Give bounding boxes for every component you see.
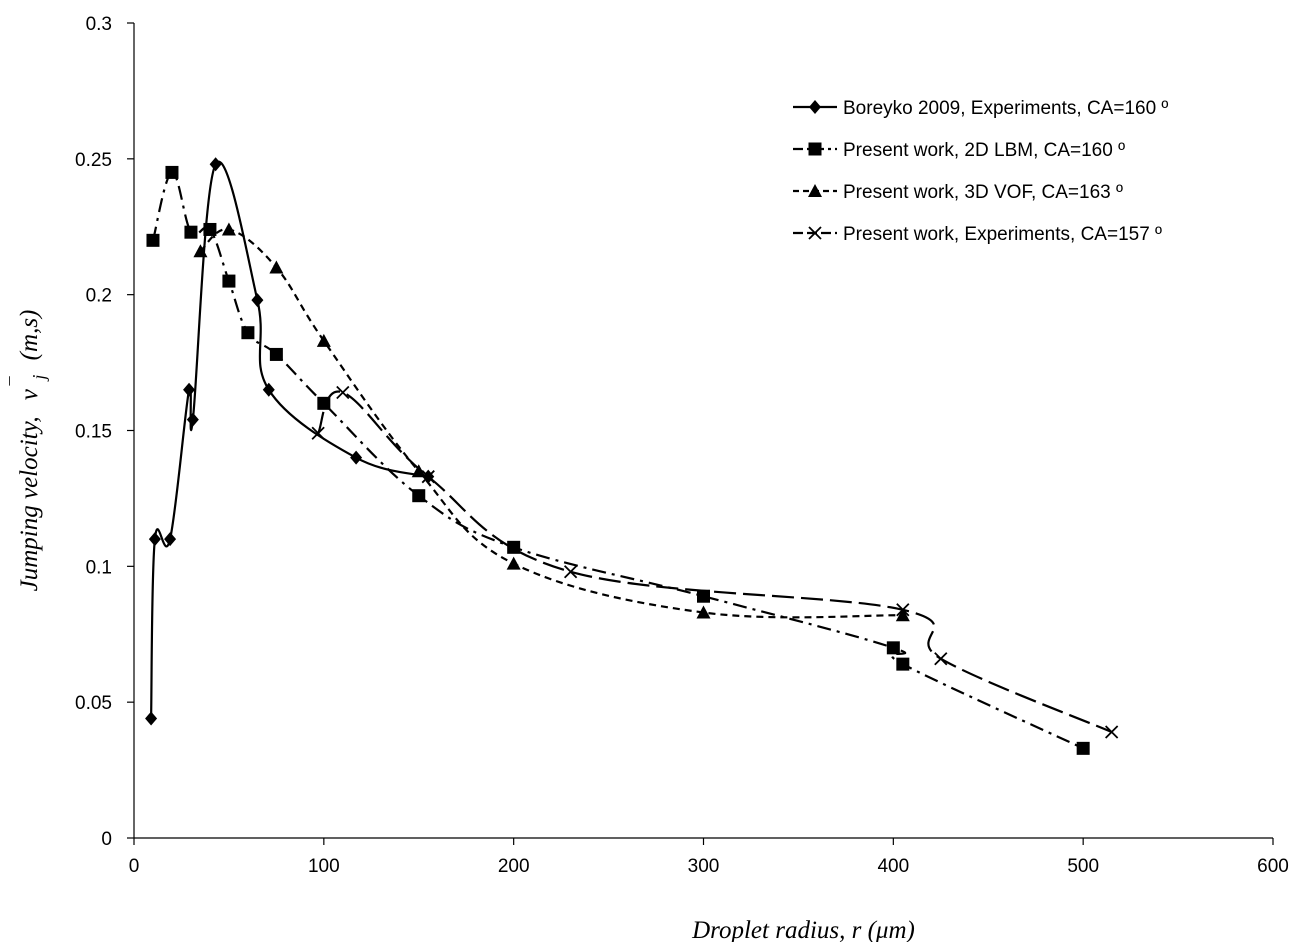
data-point-square — [697, 589, 710, 603]
y-axis-title-subscript: j — [29, 375, 49, 382]
legend-label: Boreyko 2009, Experiments, CA=160 º — [843, 98, 1168, 119]
data-point-square — [269, 347, 283, 361]
data-point-x — [934, 652, 948, 666]
y-axis-title-prefix: Jumping velocity, — [16, 416, 43, 591]
y-tick-label: 0.25 — [75, 150, 112, 171]
series-line-2 — [151, 171, 1084, 750]
y-axis-title-superscript: ¯ — [7, 376, 27, 387]
y-tick-label: 0.1 — [86, 557, 112, 578]
y-tick-label: 0.15 — [75, 422, 112, 443]
data-point-square — [165, 165, 179, 179]
y-tick-label: 0.05 — [75, 693, 112, 714]
legend-label: Present work, 2D LBM, CA=160 º — [843, 140, 1125, 161]
legend-item: Present work, 3D VOF, CA=163 º — [793, 182, 1123, 203]
data-point-square — [146, 233, 160, 247]
data-point-diamond — [186, 412, 199, 427]
y-axis-title-units: (m,s) — [16, 310, 43, 361]
y-tick-label: 0 — [101, 829, 112, 850]
series-markers — [145, 157, 1119, 755]
data-point-square — [896, 657, 910, 671]
data-point-square — [507, 540, 521, 554]
data-point-diamond — [145, 711, 158, 726]
x-tick-label: 100 — [308, 856, 340, 877]
x-ticks: 0 100 200 300 400 500 600 — [129, 838, 1289, 877]
y-axis-title-symbol: v — [16, 388, 43, 400]
data-point-diamond — [350, 450, 363, 465]
legend-marker — [809, 100, 821, 114]
legend: Boreyko 2009, Experiments, CA=160 º Prese… — [793, 98, 1168, 245]
data-point-triangle — [696, 605, 711, 619]
legend-marker — [808, 184, 822, 197]
legend-marker — [808, 142, 822, 156]
data-point-x — [1105, 725, 1119, 739]
data-point-triangle — [411, 464, 426, 478]
data-point-triangle — [895, 608, 910, 622]
data-point-triangle — [506, 556, 521, 570]
series-line-3 — [199, 228, 903, 619]
legend-item: Present work, 2D LBM, CA=160 º — [793, 140, 1125, 161]
legend-item: Present work, Experiments, CA=157 º — [793, 224, 1162, 245]
data-point-diamond — [164, 532, 177, 547]
data-point-square — [184, 225, 198, 239]
x-tick-label: 400 — [877, 856, 909, 877]
legend-label: Present work, Experiments, CA=157 º — [843, 224, 1162, 245]
x-axis-title: Droplet radius, r (μm) — [691, 917, 915, 942]
series-lines — [149, 160, 1113, 750]
series-line-1 — [149, 160, 429, 719]
x-tick-label: 600 — [1257, 856, 1289, 877]
data-point-square — [241, 326, 255, 340]
data-point-triangle — [316, 333, 331, 347]
data-point-x — [896, 603, 910, 617]
data-point-x — [311, 426, 325, 440]
data-point-square — [222, 274, 236, 288]
data-point-square — [203, 222, 217, 236]
data-point-diamond — [251, 293, 264, 308]
data-point-square — [412, 489, 426, 503]
data-point-diamond — [183, 382, 196, 397]
x-tick-label: 0 — [129, 856, 140, 877]
data-point-x — [336, 385, 350, 400]
data-point-triangle — [221, 222, 236, 236]
y-tick-label: 0.3 — [86, 14, 112, 35]
legend-item: Boreyko 2009, Experiments, CA=160 º — [793, 98, 1168, 119]
data-point-x — [421, 470, 435, 484]
data-point-diamond — [209, 157, 222, 172]
y-ticks: 0 0.05 0.1 0.15 0.2 0.25 0.3 — [75, 14, 134, 850]
data-point-triangle — [193, 244, 208, 258]
data-point-square — [886, 641, 900, 655]
legend-label: Present work, 3D VOF, CA=163 º — [843, 182, 1123, 203]
series-line-4 — [317, 390, 1113, 734]
data-point-diamond — [262, 382, 275, 397]
y-axis-title: Jumping velocity, v ¯ j (m,s) — [2, 310, 51, 592]
legend-marker — [808, 226, 822, 240]
svg-text:Jumping velocity, v: Jumping velocity, v ¯ j (m,s) — [2, 310, 51, 592]
x-tick-label: 300 — [688, 856, 720, 877]
data-point-diamond — [148, 532, 161, 547]
data-point-square — [1076, 741, 1090, 755]
data-point-square — [317, 396, 331, 410]
x-tick-label: 500 — [1067, 856, 1099, 877]
x-tick-label: 200 — [498, 856, 530, 877]
y-tick-label: 0.2 — [86, 286, 112, 307]
data-point-x — [563, 565, 578, 579]
data-point-triangle — [269, 260, 284, 274]
